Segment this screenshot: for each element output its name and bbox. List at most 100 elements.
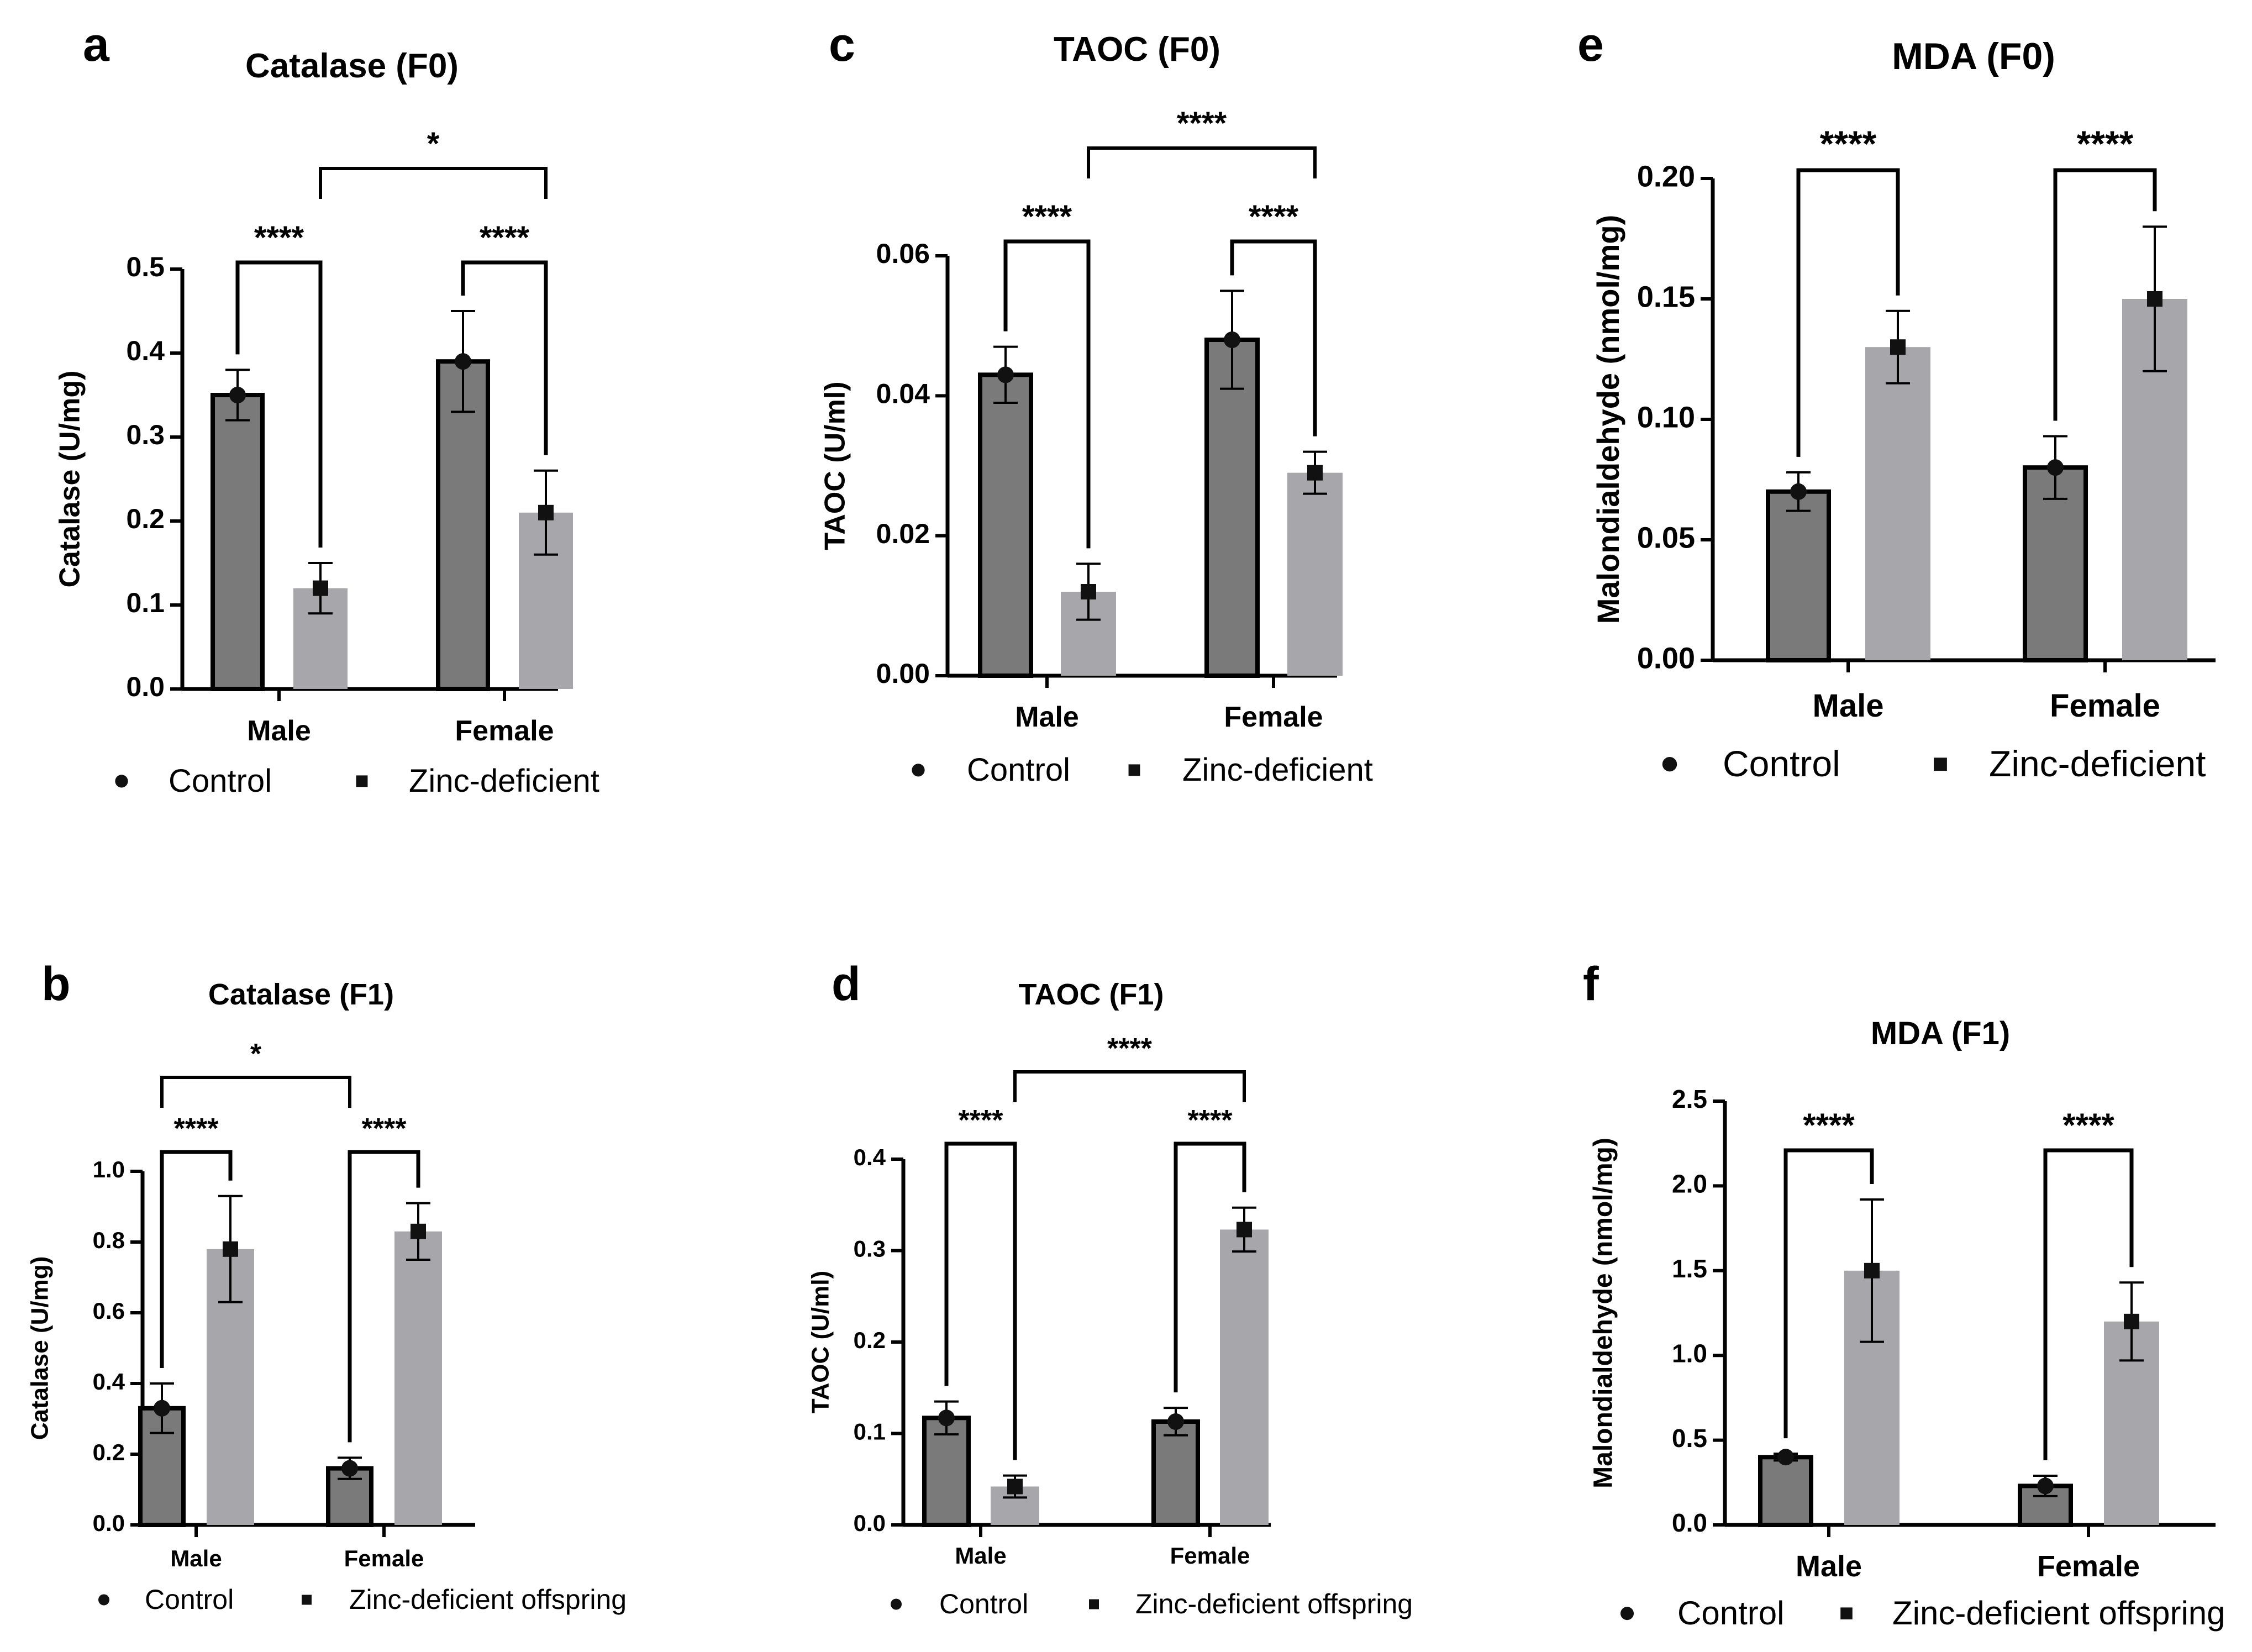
significance-label-between: * <box>250 1038 262 1070</box>
legend: Control Zinc-deficient offspring <box>1620 1595 2225 1632</box>
legend-marker-control <box>891 1598 902 1610</box>
significance-label: **** <box>254 220 304 256</box>
point-zinc <box>411 1223 426 1239</box>
significance-bracket <box>1796 168 1900 457</box>
panel-e: e MDA (F0) Malondialdehyde (nmol/mg) 0.00 0.… <box>1577 18 2216 784</box>
significance-label: **** <box>2077 123 2134 164</box>
point-zinc <box>2124 1313 2139 1329</box>
bar-control <box>436 359 490 691</box>
bar-control <box>978 372 1033 678</box>
y-tick-label: 0.4 <box>854 1144 886 1170</box>
point-zinc <box>1307 465 1323 481</box>
x-tick-label: Male <box>247 715 311 747</box>
significance-bracket-between <box>160 1076 351 1108</box>
point-control <box>455 353 471 370</box>
bar-control <box>1758 1455 1813 1528</box>
y-tick-label: 0.02 <box>876 518 930 549</box>
significance-bracket <box>1003 239 1091 549</box>
y-tick-label: 0.0 <box>93 1510 125 1536</box>
x-tick-label: Female <box>1170 1543 1250 1569</box>
point-zinc <box>1081 584 1096 599</box>
significance-bracket-between <box>319 167 548 199</box>
bar-zinc <box>1287 472 1343 676</box>
significance-label: **** <box>2062 1107 2114 1144</box>
significance-bracket <box>2043 1148 2134 1461</box>
point-control <box>2047 459 2064 476</box>
point-zinc <box>1237 1222 1252 1238</box>
legend-label-zinc: Zinc-deficient offspring <box>1135 1588 1413 1619</box>
bar-control <box>211 393 265 691</box>
legend-label-control: Control <box>169 763 272 799</box>
legend-label-zinc: Zinc-deficient offspring <box>349 1584 627 1615</box>
legend-marker-zinc <box>1128 764 1140 776</box>
y-tick-label: 0.6 <box>93 1298 125 1324</box>
significance-label: **** <box>362 1113 407 1145</box>
y-tick-label: 0.0 <box>126 671 165 702</box>
legend-label-zinc: Zinc-deficient <box>409 763 599 799</box>
x-tick-label: Male <box>955 1543 1006 1569</box>
y-tick-label: 0.0 <box>854 1510 886 1536</box>
panel-b: b Catalase (F1) Catalase (U/mg) 0.0 0.2 0.4 0.… <box>27 957 627 1615</box>
y-tick-label: 0.5 <box>1672 1424 1707 1453</box>
y-axis-label: TAOC (U/ml) <box>807 1271 834 1413</box>
bar-control <box>1204 338 1260 678</box>
panel-letter: c <box>829 18 855 71</box>
legend-marker-control <box>115 775 128 788</box>
y-tick-label: 0.10 <box>1637 401 1695 434</box>
legend-marker-control <box>98 1594 109 1606</box>
legend-label-control: Control <box>1677 1595 1784 1632</box>
point-control <box>2037 1477 2054 1495</box>
point-control <box>1777 1449 1794 1466</box>
bar-control <box>1766 489 1831 662</box>
point-control <box>1167 1413 1184 1430</box>
x-tick-label: Male <box>1015 701 1079 733</box>
significance-bracket <box>944 1141 1017 1460</box>
y-tick-label: 0.4 <box>93 1369 125 1395</box>
point-zinc <box>1890 339 1906 355</box>
x-tick-label: Female <box>455 715 554 747</box>
point-zinc <box>1864 1262 1880 1279</box>
x-tick-label: Female <box>2050 688 2160 724</box>
legend: Control Zinc-deficient <box>1662 743 2206 784</box>
y-tick-label: 0.0 <box>1672 1508 1707 1537</box>
y-tick-label: 0.06 <box>876 238 930 269</box>
y-axis-label: Malondialdehyde (nmol/mg) <box>1589 1138 1618 1488</box>
legend-label-control: Control <box>967 752 1070 788</box>
point-control <box>938 1409 955 1427</box>
panel-a: a Catalase (F0) Catalase (U/mg) 0.0 0.1 0.2 0.… <box>54 18 599 799</box>
y-tick-label: 1.0 <box>1672 1339 1707 1367</box>
point-control <box>341 1460 358 1477</box>
chart-title: TAOC (F0) <box>1054 30 1220 69</box>
bar-zinc <box>394 1231 442 1525</box>
significance-bracket <box>1230 239 1317 436</box>
legend: Control Zinc-deficient <box>115 763 599 799</box>
y-tick-label: 2.0 <box>1672 1170 1707 1198</box>
legend-label-control: Control <box>939 1588 1028 1619</box>
x-tick-label: Male <box>170 1545 222 1571</box>
legend-marker-control <box>1662 757 1677 772</box>
panel-letter: a <box>83 18 110 71</box>
x-tick-label: Female <box>2037 1550 2140 1583</box>
y-tick-label: 0.20 <box>1637 160 1695 193</box>
legend-marker-zinc <box>1840 1607 1853 1619</box>
significance-label: **** <box>959 1104 1004 1137</box>
point-control <box>1224 332 1240 348</box>
significance-bracket-between <box>1013 1070 1246 1102</box>
panel-letter: f <box>1583 957 1599 1011</box>
significance-bracket <box>235 260 323 548</box>
bar-control <box>1151 1419 1200 1528</box>
legend-marker-control <box>1620 1607 1634 1621</box>
bar-zinc <box>1865 347 1930 660</box>
significance-label: **** <box>1803 1107 1855 1144</box>
legend-marker-zinc <box>302 1595 312 1605</box>
significance-label: **** <box>174 1113 219 1145</box>
y-tick-label: 0.3 <box>126 419 165 450</box>
significance-label: **** <box>1022 199 1072 235</box>
y-tick-label: 0.15 <box>1637 280 1695 313</box>
significance-label-between: **** <box>1177 106 1227 141</box>
y-tick-label: 0.05 <box>1637 521 1695 554</box>
legend-marker-zinc <box>1934 757 1947 771</box>
chart-title: MDA (F0) <box>1892 35 2055 77</box>
legend-label-zinc: Zinc-deficient <box>1989 743 2206 784</box>
